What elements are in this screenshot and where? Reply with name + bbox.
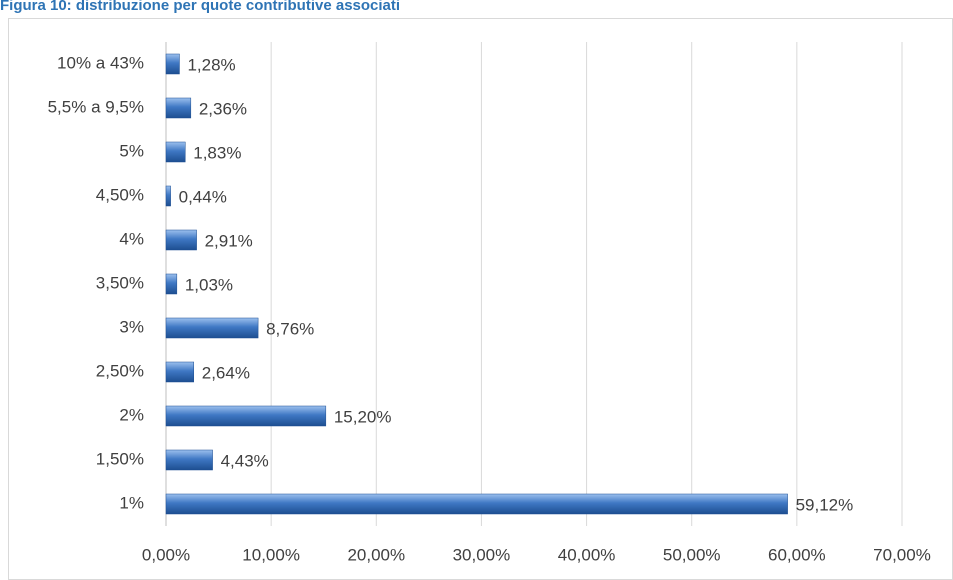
value-label: 1,28%: [187, 55, 235, 74]
x-tick-label: 10,00%: [242, 545, 300, 564]
bar: [165, 273, 178, 295]
value-label: 4,43%: [221, 451, 269, 470]
bar: [165, 53, 180, 75]
bar: [165, 97, 192, 119]
x-tick-label: 70,00%: [873, 545, 931, 564]
value-label: 2,91%: [205, 231, 253, 250]
x-tick-label: 40,00%: [558, 545, 616, 564]
value-label: 2,64%: [202, 363, 250, 382]
value-label: 15,20%: [334, 407, 392, 426]
x-tick-label: 20,00%: [347, 545, 405, 564]
bar: [165, 185, 171, 207]
y-tick-label: 5%: [119, 141, 144, 160]
bar: [165, 229, 197, 251]
bar: [165, 361, 195, 383]
bar: [165, 141, 186, 163]
bar: [165, 317, 259, 339]
y-tick-label: 2%: [119, 405, 144, 424]
y-tick-label: 4%: [119, 229, 144, 248]
value-label: 0,44%: [179, 187, 227, 206]
x-tick-label: 60,00%: [768, 545, 826, 564]
value-label: 8,76%: [266, 319, 314, 338]
value-label: 1,03%: [185, 275, 233, 294]
x-tick-label: 30,00%: [453, 545, 511, 564]
chart-title: Figura 10: distribuzione per quote contr…: [0, 0, 400, 14]
y-tick-label: 10% a 43%: [57, 53, 144, 72]
bar: [165, 493, 788, 515]
bar: [165, 405, 327, 427]
y-tick-label: 2,50%: [96, 361, 144, 380]
y-tick-label: 3,50%: [96, 273, 144, 292]
y-tick-label: 3%: [119, 317, 144, 336]
x-tick-label: 50,00%: [663, 545, 721, 564]
y-tick-label: 1%: [119, 493, 144, 512]
bar: [165, 449, 213, 471]
value-label: 59,12%: [796, 495, 854, 514]
value-label: 2,36%: [199, 99, 247, 118]
value-label: 1,83%: [193, 143, 241, 162]
y-tick-label: 5,5% a 9,5%: [48, 97, 144, 116]
x-tick-label: 0,00%: [142, 545, 190, 564]
y-tick-label: 1,50%: [96, 449, 144, 468]
y-tick-label: 4,50%: [96, 185, 144, 204]
